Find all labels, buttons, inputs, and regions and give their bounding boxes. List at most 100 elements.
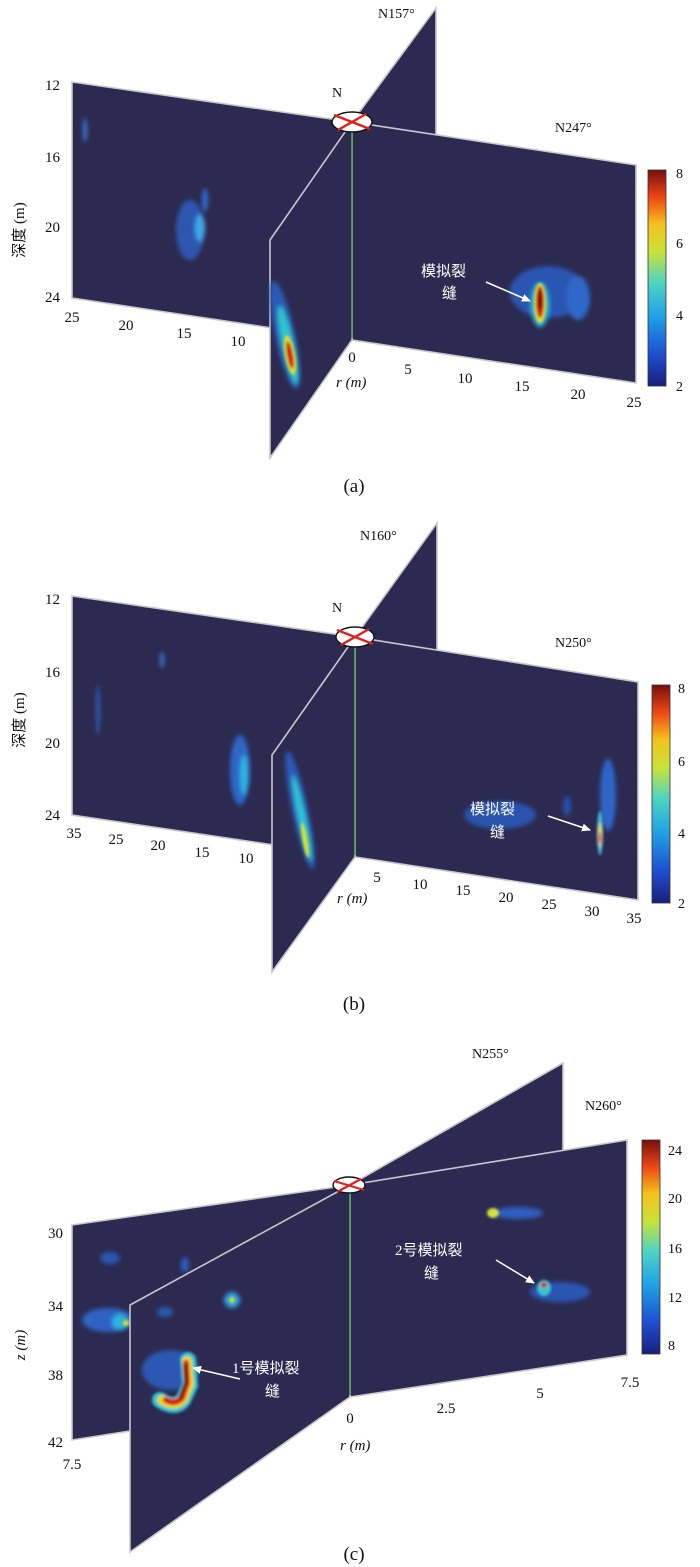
depth-tick: 12 [45,78,60,94]
r-tick-right: 35 [627,911,642,927]
colorbar-tick: 8 [678,682,685,697]
colorbar-tick: 2 [676,380,683,395]
r-tick-left: 10 [239,851,254,867]
depth-tick: 30 [48,1226,63,1242]
plane-label-right: N260° [585,1099,622,1114]
blob [157,1307,173,1317]
blob [112,1314,128,1330]
annotation-2-arrow [495,1259,535,1284]
r-tick-right: 10 [458,371,473,387]
annotation-1-line1: 1号模拟裂 [232,1360,300,1377]
blob [240,755,248,795]
r-tick-right: 0 [346,1411,354,1427]
blob [598,832,602,844]
annotation-line1: 模拟裂 [470,801,515,818]
colorbar-tick: 2 [678,897,685,912]
colorbar [641,1139,661,1355]
colorbar-tick: 20 [668,1192,682,1207]
r-tick-right: 20 [571,387,586,403]
blob [493,1207,543,1219]
annotation-arrow [547,815,591,832]
panel-caption: (c) [343,1544,364,1565]
annotation-2-line2: 缝 [424,1265,439,1282]
blob [301,822,309,858]
annotation-line2: 缝 [490,824,505,841]
depth-tick: 12 [45,592,60,608]
panel-caption: (b) [343,994,365,1015]
r-tick-left: 7.5 [63,1457,82,1473]
r-tick-right: 30 [585,904,600,920]
blob [538,290,542,310]
r-tick-right: 5 [404,362,412,378]
plane-label-left: N157° [378,7,415,22]
blob [563,796,571,816]
depth-tick: 38 [48,1368,63,1384]
colorbar-tick: 6 [678,755,685,770]
colorbar-tick: 12 [668,1291,682,1306]
blob [286,341,294,369]
plane-label-left: N160° [360,529,397,544]
annotation-arrow [485,281,531,302]
compass-needle [336,1178,362,1193]
depth-tick: 20 [45,736,60,752]
blob [176,200,204,260]
x-axis-label: r (m) [336,375,366,391]
r-tick-right: 25 [542,897,557,913]
r-tick-right: 7.5 [621,1375,640,1391]
blob [229,1297,235,1303]
y-axis-label: z (m) [13,1330,29,1361]
panel-a: N N157° N247° 12 16 20 24 深度 (m) 25 20 1… [11,5,683,497]
blob [600,759,616,831]
plane-label-right: N247° [555,121,592,136]
r-tick-left: 35 [67,826,82,842]
r-tick-left: 15 [195,845,210,861]
r-tick-left: 20 [119,318,134,334]
depth-tick: 24 [45,290,61,306]
x-axis-label: r (m) [337,891,367,907]
r-tick-right: 10 [413,877,428,893]
r-tick-left: 15 [177,326,192,342]
r-tick-right: 20 [499,890,514,906]
annotation-2-line1: 2号模拟裂 [395,1242,463,1259]
panel-b: N N160° N250° 12 16 20 24 深度 (m) 35 25 2… [11,520,685,1015]
blob [160,652,164,668]
blob [181,1257,189,1273]
r-tick-left: 25 [65,310,80,326]
blob [195,214,205,242]
blob [96,685,100,735]
plane-b-right [354,636,639,901]
depth-tick: 34 [48,1299,64,1315]
r-tick-right: 25 [627,395,642,411]
r-tick-left: 10 [231,334,246,350]
annotation-1-line2: 缝 [265,1383,280,1400]
depth-tick: 20 [45,220,60,236]
r-tick-right: 2.5 [437,1401,456,1417]
depth-tick: 24 [45,808,61,824]
y-axis-label: 深度 (m) [11,202,28,257]
annotation-1-arrow [192,1365,241,1380]
colorbar-tick: 16 [668,1242,682,1257]
blob [487,1208,499,1218]
colorbar-tick: 8 [676,167,683,182]
depth-tick: 42 [48,1435,63,1451]
blob [123,1320,129,1326]
colorbar [647,169,667,387]
colorbar [651,684,671,904]
r-tick-left: 20 [151,838,166,854]
plane-a-right [351,121,637,384]
compass-needle [340,627,370,647]
blob [83,118,87,142]
annotation-line2: 缝 [442,285,457,302]
blob [178,1364,188,1399]
panel-caption: (a) [343,476,364,497]
r-tick-right: 5 [536,1386,544,1402]
compass-needle [337,112,367,132]
depth-tick: 16 [45,665,61,681]
r-tick-right: 15 [456,883,471,899]
blob [566,276,590,320]
north-label: N [332,601,342,616]
colorbar-tick: 4 [676,309,683,324]
north-label: N [332,86,342,101]
annotation-line1: 模拟裂 [421,263,466,280]
